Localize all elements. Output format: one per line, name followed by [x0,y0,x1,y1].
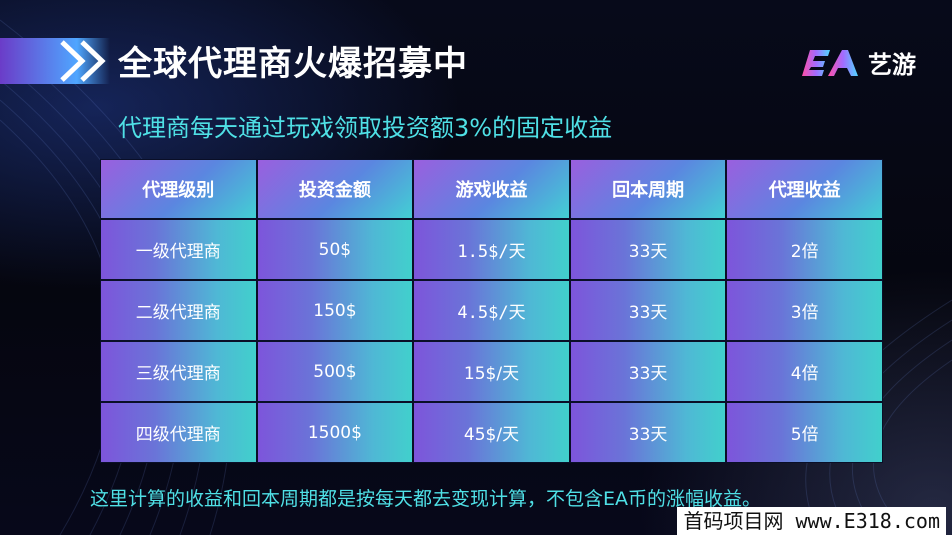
table-cell: 33天 [569,402,727,463]
agent-tier-table: 代理级别 投资金额 游戏收益 回本周期 代理收益 一级代理商 50$ 1.5$/… [100,159,883,463]
title-accent-bar [0,38,110,84]
footnote: 这里计算的收益和回本周期都是按每天都去变现计算，不包含EA币的涨幅收益。 [90,488,762,510]
brand: 艺游 [798,45,916,80]
column-header: 投资金额 [256,159,414,219]
subtitle: 代理商每天通过玩戏领取投资额3%的固定收益 [118,114,613,142]
brand-name: 艺游 [868,51,916,79]
table-cell: 150$ [256,280,414,341]
table-cell: 二级代理商 [100,280,257,341]
table-cell: 33天 [569,341,727,402]
table-cell: 三级代理商 [100,341,257,402]
table-cell: 一级代理商 [100,219,257,280]
table-row: 三级代理商 500$ 15$/天 33天 4倍 [100,341,883,402]
page-title: 全球代理商火爆招募中 [118,44,468,84]
table-cell: 四级代理商 [100,402,257,463]
table-cell: 45$/天 [413,402,570,463]
table-cell: 5倍 [726,402,883,463]
column-header: 游戏收益 [413,159,570,219]
column-header: 回本周期 [569,159,727,219]
table-cell: 4.5$/天 [413,280,570,341]
table-cell: 2倍 [726,219,883,280]
table-row: 一级代理商 50$ 1.5$/天 33天 2倍 [100,219,883,280]
column-header: 代理级别 [100,159,257,219]
ea-logo-icon [802,49,858,76]
chevron-right-icon [60,40,106,82]
watermark: 首码项目网 www.E318.com [677,507,946,535]
table-cell: 33天 [569,280,727,341]
table-cell: 1.5$/天 [413,219,570,280]
table-cell: 1500$ [256,402,414,463]
table-cell: 500$ [256,341,414,402]
table-cell: 33天 [569,219,727,280]
table-row: 二级代理商 150$ 4.5$/天 33天 3倍 [100,280,883,341]
table-cell: 3倍 [726,280,883,341]
table-cell: 50$ [256,219,414,280]
table-cell: 4倍 [726,341,883,402]
column-header: 代理收益 [726,159,883,219]
table-row: 四级代理商 1500$ 45$/天 33天 5倍 [100,402,883,463]
table-cell: 15$/天 [413,341,570,402]
table-header-row: 代理级别 投资金额 游戏收益 回本周期 代理收益 [100,159,883,219]
